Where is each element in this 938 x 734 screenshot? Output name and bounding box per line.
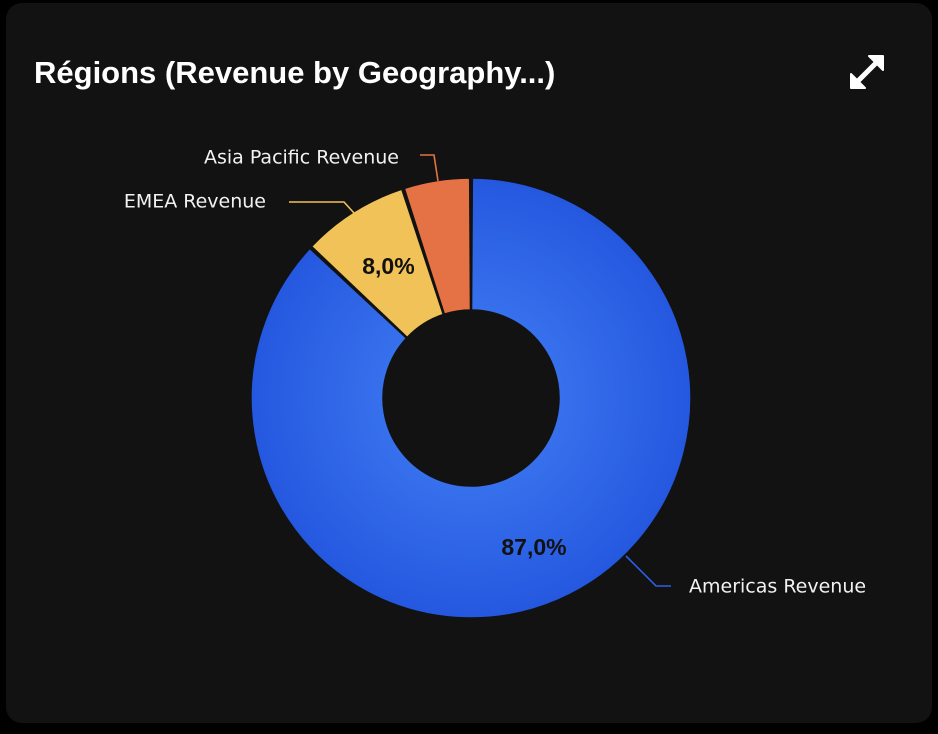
donut-chart: 87,0% 8,0% Americas Revenue EMEA Revenue Asi…	[124, 147, 866, 619]
category-label-asia-pacific-revenue: Asia Pacific Revenue	[204, 147, 399, 169]
slice-americas-revenue[interactable]	[250, 177, 692, 619]
category-label-emea-revenue: EMEA Revenue	[124, 191, 266, 213]
leader-line-americas-revenue	[625, 555, 671, 587]
card-title: Régions (Revenue by Geography...)	[34, 55, 556, 90]
chart-card: Régions (Revenue by Geography...) 87,0% 8…	[6, 3, 932, 723]
expand-button[interactable]	[844, 49, 890, 95]
value-label-emea-revenue: 8,0%	[362, 253, 414, 279]
leader-line-emea-revenue	[289, 201, 355, 214]
slice-emea-revenue[interactable]	[310, 188, 445, 339]
leader-line-asia-pacific-revenue	[420, 154, 439, 182]
expand-arrows-icon	[850, 55, 884, 89]
value-label-americas-revenue: 87,0%	[501, 534, 566, 560]
slice-asia-pacific-revenue[interactable]	[403, 177, 472, 316]
category-label-americas-revenue: Americas Revenue	[689, 576, 866, 598]
